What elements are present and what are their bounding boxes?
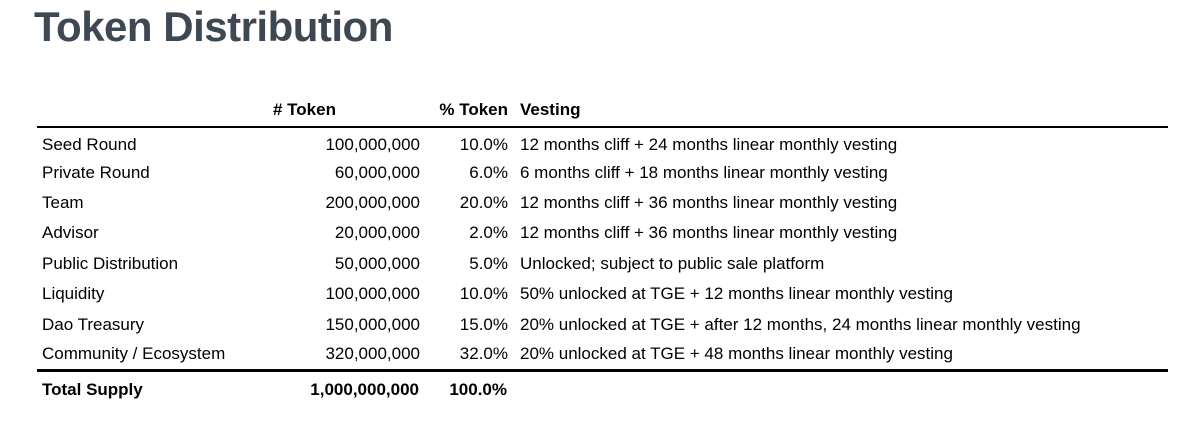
token-count-cell: 100,000,000	[325, 135, 420, 155]
header-row: # Token % Token Vesting	[37, 100, 1168, 128]
total-row: Total Supply 1,000,000,000 100.0%	[37, 368, 1168, 410]
table-row: Dao Treasury 150,000,000 15.0% 20% unloc…	[37, 309, 1168, 339]
header-vesting-cell: Vesting	[508, 100, 1168, 128]
table-row: Private Round 60,000,000 6.0% 6 months c…	[37, 157, 1168, 187]
token-percent-cell: 2.0%	[469, 223, 508, 243]
token-count-cell: 20,000,000	[334, 223, 420, 243]
table-row: Team 200,000,000 20.0% 12 months cliff +…	[37, 188, 1168, 218]
total-token-percent-cell: 100.0%	[420, 368, 508, 410]
table-row: Public Distribution 50,000,000 5.0% Unlo…	[37, 249, 1168, 279]
allocation-name-cell: Community / Ecosystem	[42, 344, 226, 364]
vesting-terms-cell: Unlocked; subject to public sale platfor…	[520, 253, 825, 273]
allocation-name-cell: Private Round	[42, 162, 150, 182]
token-count-cell: 60,000,000	[334, 162, 420, 182]
allocation-name-cell: Liquidity	[42, 284, 105, 304]
token-count-cell: 50,000,000	[334, 253, 420, 273]
token-percent-cell: 20.0%	[459, 192, 508, 212]
table-row: Advisor 20,000,000 2.0% 12 months cliff …	[37, 218, 1168, 248]
total-label-cell: Total Supply	[37, 368, 273, 410]
token-percent-cell: 32.0%	[459, 344, 508, 364]
header-token-count-cell: # Token	[273, 100, 420, 128]
allocation-name-cell: Advisor	[42, 223, 99, 243]
header-category-cell	[37, 100, 273, 128]
vesting-terms-cell: 12 months cliff + 36 months linear month…	[520, 223, 898, 243]
vesting-terms-cell: 20% unlocked at TGE + after 12 months, 2…	[520, 314, 1081, 334]
allocation-name-cell: Public Distribution	[42, 253, 179, 273]
token-percent-cell: 15.0%	[459, 314, 508, 334]
allocation-name-cell: Dao Treasury	[42, 314, 145, 334]
allocation-name-cell: Seed Round	[42, 135, 137, 155]
allocation-name-cell: Team	[42, 192, 84, 212]
page-title: Token Distribution	[34, 3, 393, 50]
vesting-terms-cell: 12 months cliff + 24 months linear month…	[520, 135, 898, 155]
token-distribution-table: # Token % Token Vesting Seed Round 100,0…	[37, 100, 1168, 410]
token-count-cell: 200,000,000	[325, 192, 420, 212]
token-count-cell: 100,000,000	[325, 284, 420, 304]
vesting-terms-cell: 6 months cliff + 18 months linear monthl…	[520, 162, 888, 182]
token-percent-cell: 10.0%	[459, 135, 508, 155]
header-token-percent-cell: % Token	[420, 100, 508, 128]
token-percent-cell: 5.0%	[469, 253, 508, 273]
total-vesting-cell	[508, 368, 1168, 410]
table-row: Liquidity 100,000,000 10.0% 50% unlocked…	[37, 279, 1168, 309]
token-percent-cell: 10.0%	[459, 284, 508, 304]
table-row: Community / Ecosystem 320,000,000 32.0% …	[37, 340, 1168, 370]
table-row: Seed Round 100,000,000 10.0% 12 months c…	[37, 127, 1168, 157]
vesting-terms-cell: 20% unlocked at TGE + 48 months linear m…	[520, 344, 953, 364]
token-count-cell: 320,000,000	[325, 344, 420, 364]
token-percent-cell: 6.0%	[469, 162, 508, 182]
total-token-count-cell: 1,000,000,000	[273, 368, 420, 410]
vesting-terms-cell: 50% unlocked at TGE + 12 months linear m…	[520, 284, 953, 304]
vesting-terms-cell: 12 months cliff + 36 months linear month…	[520, 192, 898, 212]
token-count-cell: 150,000,000	[325, 314, 420, 334]
